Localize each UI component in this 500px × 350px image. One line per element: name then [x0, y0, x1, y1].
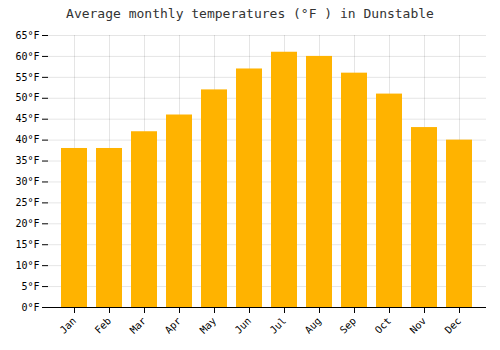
svg-text:Sep: Sep — [338, 315, 359, 336]
svg-text:Feb: Feb — [93, 315, 114, 336]
svg-text:15°F: 15°F — [15, 239, 39, 250]
svg-text:Apr: Apr — [163, 315, 184, 336]
svg-text:Mar: Mar — [128, 315, 149, 336]
svg-text:May: May — [198, 315, 219, 336]
svg-text:20°F: 20°F — [15, 218, 39, 229]
svg-text:Jan: Jan — [58, 315, 79, 336]
svg-text:Aug: Aug — [303, 315, 324, 336]
svg-text:5°F: 5°F — [21, 281, 39, 292]
svg-text:30°F: 30°F — [15, 176, 39, 187]
svg-text:Oct: Oct — [373, 315, 394, 336]
svg-text:60°F: 60°F — [15, 51, 39, 62]
svg-text:25°F: 25°F — [15, 197, 39, 208]
svg-text:Dec: Dec — [443, 315, 464, 336]
svg-text:10°F: 10°F — [15, 260, 39, 271]
svg-text:45°F: 45°F — [15, 113, 39, 124]
svg-text:Jun: Jun — [233, 315, 254, 336]
svg-text:Jul: Jul — [268, 315, 289, 336]
svg-text:Nov: Nov — [408, 315, 429, 336]
svg-text:40°F: 40°F — [15, 134, 39, 145]
svg-text:50°F: 50°F — [15, 92, 39, 103]
html-text:Average monthly temperatures (: Average monthly temperatures (°F ) in Du… — [66, 6, 434, 21]
svg-text:35°F: 35°F — [15, 155, 39, 166]
svg-text:65°F: 65°F — [15, 30, 39, 41]
svg-text:0°F: 0°F — [21, 302, 39, 313]
svg-text:55°F: 55°F — [15, 72, 39, 83]
